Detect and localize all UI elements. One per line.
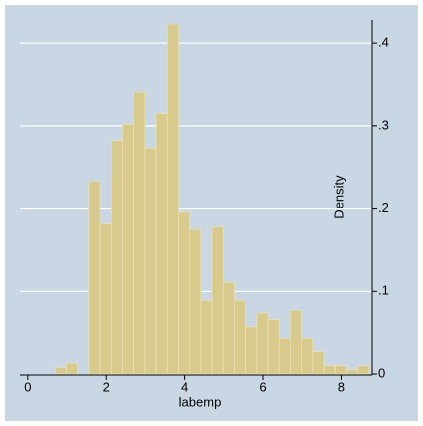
y-tick-label: .4 xyxy=(378,35,389,50)
bar xyxy=(122,123,135,375)
bar xyxy=(178,211,191,375)
bar xyxy=(234,300,247,375)
bar xyxy=(290,309,303,375)
bar xyxy=(301,338,314,375)
bar xyxy=(200,300,213,375)
bar xyxy=(312,351,325,375)
bar xyxy=(256,312,269,375)
bar xyxy=(323,365,336,375)
x-tick-label: 2 xyxy=(103,379,110,394)
bar xyxy=(189,228,202,375)
bar xyxy=(222,281,235,375)
bar xyxy=(278,338,291,375)
bar xyxy=(267,319,280,375)
bar xyxy=(144,147,157,375)
bar xyxy=(357,365,370,375)
bar xyxy=(88,180,101,375)
y-tick-label: 0 xyxy=(378,365,385,380)
bar xyxy=(211,226,224,375)
bar xyxy=(54,367,67,375)
bar xyxy=(66,362,79,375)
bar xyxy=(155,113,168,375)
x-tick-label: 0 xyxy=(24,379,31,394)
bar xyxy=(346,369,359,375)
y-axis-title: Density xyxy=(331,175,346,219)
x-tick-label: 8 xyxy=(338,379,345,394)
bar xyxy=(99,223,112,375)
bar xyxy=(245,326,258,375)
y-tick-label: .2 xyxy=(378,200,389,215)
y-tick-label: .3 xyxy=(378,117,389,132)
x-tick-label: 6 xyxy=(259,379,266,394)
bar xyxy=(133,91,146,375)
x-axis-title: labemp xyxy=(179,394,222,409)
bar xyxy=(334,365,347,375)
y-tick-label: .1 xyxy=(378,283,389,298)
bar xyxy=(110,140,123,375)
bar xyxy=(166,23,179,375)
x-tick-label: 4 xyxy=(181,379,188,394)
